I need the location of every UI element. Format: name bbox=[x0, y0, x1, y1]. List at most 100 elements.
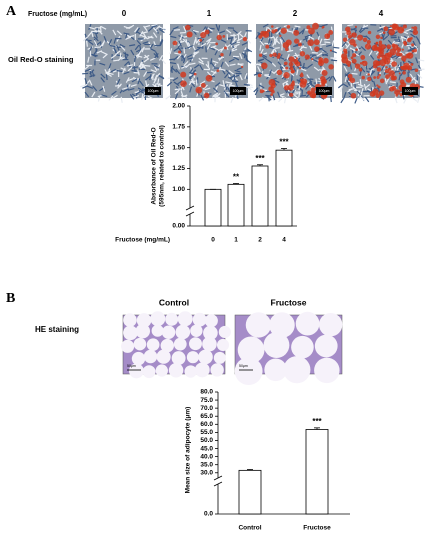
fiber bbox=[141, 46, 145, 53]
cell bbox=[123, 313, 137, 327]
fiber bbox=[231, 48, 238, 52]
lipid bbox=[242, 36, 248, 42]
lipid bbox=[357, 34, 364, 41]
lipid bbox=[412, 29, 419, 36]
lipid bbox=[401, 48, 404, 51]
fiber bbox=[137, 87, 144, 92]
fiber bbox=[331, 40, 335, 47]
fiber bbox=[150, 69, 157, 73]
fiber bbox=[398, 74, 401, 81]
fiber bbox=[89, 26, 96, 30]
y-tick-label: 65.0 bbox=[200, 413, 213, 420]
fiber bbox=[190, 78, 196, 85]
fiber bbox=[108, 39, 113, 45]
cell bbox=[218, 325, 231, 339]
fiber bbox=[394, 97, 398, 104]
fiber bbox=[292, 65, 297, 72]
fiber bbox=[382, 35, 389, 41]
fiber bbox=[293, 54, 300, 57]
fiber bbox=[340, 45, 345, 51]
y-axis-label: Absorbance of Oil Red-O bbox=[151, 127, 158, 204]
fiber bbox=[298, 29, 304, 35]
fiber bbox=[119, 52, 122, 59]
fiber bbox=[84, 91, 90, 98]
fiber bbox=[128, 87, 135, 91]
lipid bbox=[355, 48, 358, 52]
lipid bbox=[350, 56, 354, 60]
lipid bbox=[413, 26, 418, 31]
x-tick-label: 4 bbox=[282, 237, 286, 244]
fiber bbox=[261, 55, 268, 61]
lipid bbox=[180, 80, 187, 88]
lipid bbox=[259, 89, 264, 94]
fiber bbox=[136, 39, 142, 46]
fiber bbox=[331, 59, 338, 62]
significance: ** bbox=[233, 173, 240, 182]
bar bbox=[251, 165, 269, 227]
fiber bbox=[269, 40, 273, 47]
lipid bbox=[375, 42, 378, 45]
fiber bbox=[415, 36, 420, 42]
fiber bbox=[189, 86, 193, 93]
fiber bbox=[91, 91, 96, 98]
cell bbox=[150, 311, 166, 327]
fiber bbox=[80, 84, 87, 88]
fiber bbox=[85, 40, 88, 47]
fiber bbox=[141, 31, 148, 34]
fiber bbox=[280, 36, 285, 43]
bar bbox=[305, 429, 329, 515]
cell bbox=[283, 356, 311, 384]
fiber bbox=[157, 78, 160, 85]
x-tick-label: 2 bbox=[258, 237, 262, 244]
lipid bbox=[297, 42, 302, 47]
x-tick-label: Fructose bbox=[303, 525, 331, 532]
lipid bbox=[272, 52, 277, 57]
fiber bbox=[107, 72, 114, 76]
fiber bbox=[229, 74, 236, 79]
cell bbox=[121, 339, 135, 353]
fiber bbox=[253, 72, 260, 76]
fiber bbox=[224, 72, 229, 79]
fiber bbox=[413, 78, 419, 83]
lipid bbox=[395, 94, 398, 97]
lipid bbox=[402, 24, 407, 29]
fiber bbox=[210, 61, 216, 68]
fiber bbox=[122, 52, 129, 56]
fiber bbox=[400, 36, 404, 43]
lipid bbox=[265, 44, 270, 49]
y-tick-label: 50.0 bbox=[200, 437, 213, 444]
fiber bbox=[99, 62, 106, 66]
lipid bbox=[392, 75, 397, 81]
lipid bbox=[413, 48, 418, 53]
fiber bbox=[228, 58, 235, 63]
fiber bbox=[207, 27, 213, 32]
fiber bbox=[115, 50, 121, 56]
fiber bbox=[332, 75, 337, 82]
lipid bbox=[372, 88, 379, 95]
lipid bbox=[293, 29, 300, 36]
fiber bbox=[186, 43, 191, 50]
lipid bbox=[403, 60, 406, 63]
fiber bbox=[354, 97, 358, 104]
lipid bbox=[216, 34, 222, 41]
lipid bbox=[299, 78, 304, 82]
fiber bbox=[220, 39, 227, 43]
fiber bbox=[407, 43, 412, 49]
column-label: Control bbox=[159, 297, 189, 307]
fiber bbox=[93, 36, 99, 42]
fiber bbox=[273, 36, 276, 43]
fiber bbox=[136, 48, 142, 53]
lipid bbox=[310, 87, 316, 93]
x-tick-label: 0 bbox=[211, 237, 215, 244]
y-tick-label: 30.0 bbox=[200, 469, 213, 476]
fiber bbox=[194, 47, 201, 52]
lipid bbox=[367, 73, 370, 76]
cell bbox=[194, 362, 210, 378]
lipid bbox=[314, 46, 320, 52]
fiber bbox=[87, 46, 94, 50]
fiber bbox=[294, 25, 301, 28]
fiber bbox=[84, 78, 88, 85]
fiber bbox=[212, 92, 219, 97]
fiber bbox=[318, 95, 325, 100]
fiber bbox=[120, 67, 127, 71]
